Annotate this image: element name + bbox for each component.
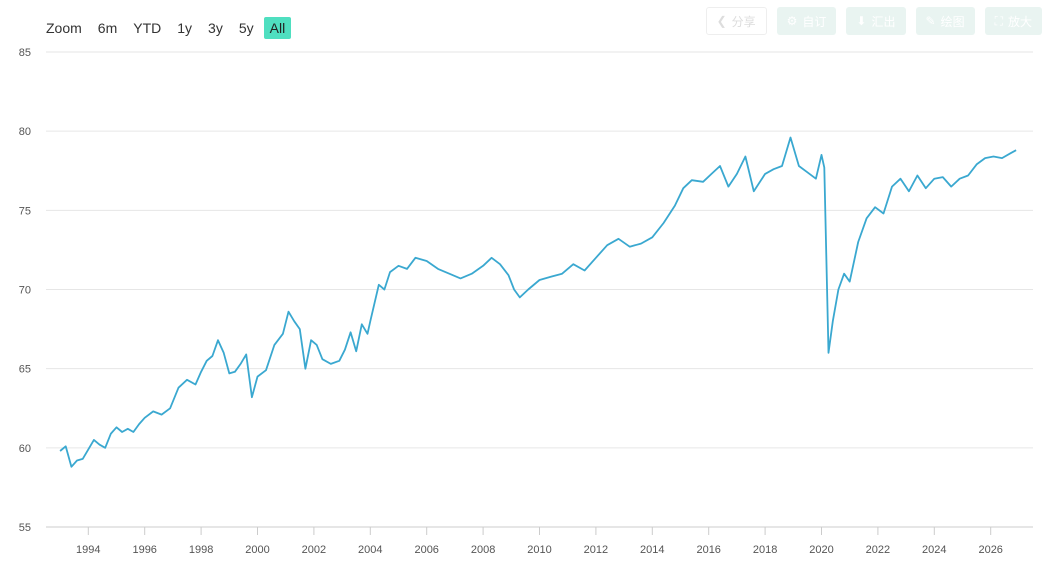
expand-icon: ⛶ [994, 13, 1003, 28]
share-button[interactable]: ❮ 分享 [705, 7, 767, 35]
series-line [59, 136, 1017, 468]
y-tick-label: 55 [19, 522, 31, 534]
x-tick-label: 2024 [922, 544, 946, 556]
expand-label: 放大 [1007, 14, 1032, 29]
x-tick-label: 1998 [189, 544, 213, 556]
pencil-icon: ✎ [925, 14, 936, 28]
draw-label: 绘图 [940, 14, 965, 29]
series-group [59, 136, 1017, 468]
x-tick-label: 2010 [527, 544, 551, 556]
export-button[interactable]: ⬇ 汇出 [846, 7, 906, 35]
x-tick-label: 2004 [358, 544, 382, 556]
gear-icon: ⚙ [786, 14, 798, 28]
zoom-3y-button[interactable]: 3y [208, 20, 223, 36]
x-tick-label: 1994 [76, 544, 100, 556]
x-tick-label: 2020 [809, 544, 833, 556]
y-tick-label: 75 [19, 205, 31, 217]
x-tick-label: 2000 [245, 544, 269, 556]
zoom-label: Zoom [46, 20, 82, 36]
x-tick-label: 2014 [640, 544, 664, 556]
x-tick-label: 2012 [584, 544, 608, 556]
y-axis-ticks: 55 60 65 70 75 80 85 [19, 47, 31, 534]
x-tick-label: 2006 [414, 544, 438, 556]
x-tick-label: 2022 [866, 544, 890, 556]
zoom-ytd-button[interactable]: YTD [133, 20, 162, 36]
x-tick-label: 1996 [132, 544, 156, 556]
share-label: 分享 [731, 14, 756, 29]
x-tick-label: 2026 [978, 544, 1002, 556]
x-axis: 1994 1996 1998 2000 2002 2004 2006 2008 2010 2012… [46, 526, 1033, 556]
customize-button[interactable]: ⚙ 自订 [776, 7, 837, 35]
zoom-6m-button[interactable]: 6m [97, 20, 118, 36]
share-icon: ❮ [716, 14, 727, 28]
y-tick-label: 65 [19, 364, 31, 376]
draw-button[interactable]: ✎ 绘图 [915, 7, 975, 35]
x-tick-label: 2008 [471, 544, 495, 556]
zoom-all-button[interactable]: All [263, 17, 292, 39]
y-tick-label: 70 [19, 285, 31, 297]
y-tick-label: 85 [19, 47, 31, 59]
zoom-bar: Zoom 6m YTD 1y 3y 5y All [46, 17, 295, 39]
download-icon: ⬇ [856, 14, 867, 28]
y-gridlines [46, 51, 1033, 528]
chart-toolbar: ❮ 分享 ⚙ 自订 ⬇ 汇出 ✎ 绘图 ⛶ 放大 [705, 7, 1042, 35]
y-tick-label: 80 [19, 126, 31, 138]
zoom-1y-button[interactable]: 1y [177, 20, 193, 36]
expand-button[interactable]: ⛶ 放大 [984, 7, 1042, 35]
zoom-5y-button[interactable]: 5y [238, 20, 254, 36]
export-label: 汇出 [871, 14, 896, 29]
y-tick-label: 60 [19, 443, 31, 455]
x-tick-label: 2002 [302, 544, 326, 556]
x-tick-label: 2018 [753, 544, 777, 556]
x-tick-label: 2016 [696, 544, 720, 556]
customize-label: 自订 [802, 14, 827, 29]
